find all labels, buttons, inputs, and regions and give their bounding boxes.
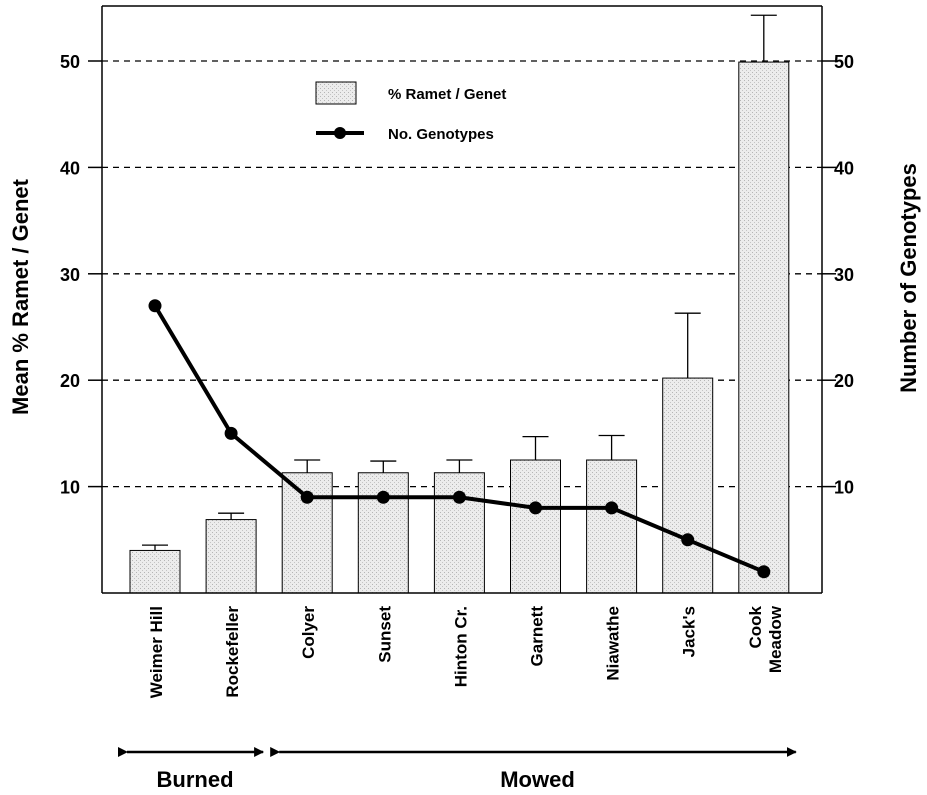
- category-label: Colyer: [299, 606, 318, 659]
- category-label: Rockefeller: [223, 606, 242, 698]
- legend-bar-label: % Ramet / Genet: [388, 86, 506, 103]
- category-label-line: Hinton Cr.: [451, 606, 470, 687]
- legend-line-label: No. Genotypes: [388, 126, 494, 143]
- category-label-line: Meadow: [766, 605, 785, 673]
- category-label-line: Jack's: [680, 606, 699, 657]
- category-label: Niawathe: [604, 606, 623, 681]
- group-label: Mowed: [500, 767, 575, 792]
- category-label-line: Niawathe: [604, 606, 623, 681]
- error-bars: [142, 14, 777, 551]
- bar: [129, 549, 181, 594]
- category-label: Sunset: [375, 606, 394, 663]
- category-label-line: Garnett: [528, 606, 547, 667]
- group-label: Burned: [157, 767, 234, 792]
- category-label: Weimer Hill: [147, 606, 166, 698]
- genotype-point: [605, 501, 619, 515]
- genotype-point: [148, 299, 162, 313]
- y-tick-label: 20: [60, 371, 80, 391]
- genotype-point: [529, 501, 542, 515]
- genotype-line: [148, 299, 771, 579]
- y-tick-label: 10: [60, 478, 80, 498]
- y-tick-label: 40: [60, 158, 80, 178]
- axes: [88, 5, 836, 594]
- y-axis-title: Mean % Ramet / Genet: [8, 178, 33, 415]
- genotype-point: [681, 533, 695, 547]
- category-label: CookMeadow: [746, 605, 785, 673]
- y2-tick-label: 30: [834, 265, 854, 285]
- legend-bar-swatch: [315, 81, 357, 105]
- genotype-point: [300, 490, 314, 504]
- y-tick-label: 50: [60, 52, 80, 72]
- y2-tick-label: 20: [834, 371, 854, 391]
- y2-tick-label: 50: [834, 52, 854, 72]
- category-label: Hinton Cr.: [451, 606, 470, 687]
- category-label: Jack's: [680, 606, 699, 657]
- bar: [510, 459, 561, 594]
- category-label-line: Rockefeller: [223, 606, 242, 698]
- bar: [738, 61, 790, 594]
- gridlines: [102, 60, 822, 488]
- y-tick-label: 30: [60, 265, 80, 285]
- category-label: Garnett: [528, 606, 547, 667]
- bar: [586, 459, 638, 594]
- category-labels: Weimer Hill Rockefeller Colyer Sunset Hinton…: [147, 605, 785, 698]
- genotype-point: [452, 490, 466, 504]
- category-label-line: Sunset: [375, 606, 394, 663]
- genotype-point: [376, 490, 390, 504]
- genotype-point: [224, 426, 238, 440]
- legend: % Ramet / Genet No. Genotypes: [315, 81, 506, 143]
- genotype-point: [757, 565, 771, 579]
- groups: Burned Mowed: [118, 747, 797, 792]
- bar: [662, 377, 714, 594]
- category-label-line: Weimer Hill: [147, 606, 166, 698]
- tick-labels: 10 20 30 40 50 10 20 30 40 50: [60, 52, 854, 498]
- y2-tick-label: 10: [834, 478, 854, 498]
- category-label-line: Cook: [746, 605, 765, 648]
- category-label-line: Colyer: [299, 606, 318, 659]
- y2-tick-label: 40: [834, 158, 854, 178]
- legend-line-marker: [334, 127, 346, 139]
- bar: [205, 519, 257, 594]
- y2-axis-title: Number of Genotypes: [896, 163, 921, 393]
